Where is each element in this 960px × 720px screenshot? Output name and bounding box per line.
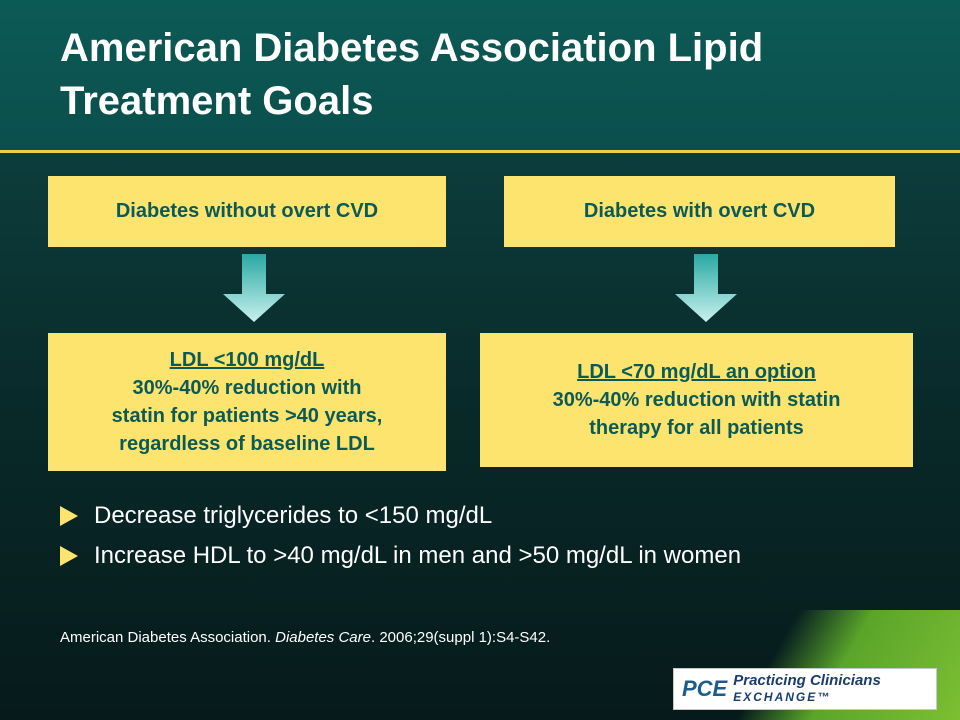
- down-arrow-icon: [223, 254, 285, 322]
- pce-logo-line2: EXCHANGE™: [733, 690, 832, 704]
- header-label-with-cvd: Diabetes with overt CVD: [583, 200, 816, 222]
- goal-line: regardless of baseline LDL: [119, 433, 375, 455]
- triangle-bullet-icon: [60, 546, 78, 566]
- bullet-text: Increase HDL to >40 mg/dL in men and >50…: [94, 542, 742, 569]
- triangle-bullet-icon: [60, 506, 78, 526]
- goal-line: 30%-40% reduction with: [132, 377, 362, 399]
- citation-details: . 2006;29(suppl 1):S4-S42.: [371, 629, 551, 646]
- pce-logo-text: Practicing Clinicians EXCHANGE™: [733, 673, 881, 705]
- title-divider: [0, 150, 960, 153]
- down-arrow-icon: [675, 254, 737, 322]
- goal-line: therapy for all patients: [589, 417, 804, 439]
- goal-box-with-cvd: LDL <70 mg/dL an option 30%-40% reductio…: [480, 333, 913, 467]
- header-box-no-cvd: Diabetes without overt CVD: [48, 176, 446, 247]
- pce-logo-mark: PCE: [682, 676, 728, 701]
- title-band: American Diabetes Association Lipid Trea…: [0, 0, 960, 150]
- goal-heading-with-cvd: LDL <70 mg/dL an option: [577, 361, 816, 383]
- goal-line: 30%-40% reduction with statin: [552, 389, 841, 411]
- header-label-no-cvd: Diabetes without overt CVD: [115, 200, 379, 222]
- slide-title: American Diabetes Association Lipid Trea…: [60, 26, 764, 123]
- citation-journal: Diabetes Care: [275, 629, 371, 646]
- bullet-text: Decrease triglycerides to <150 mg/dL: [94, 502, 493, 529]
- bullet-item: Decrease triglycerides to <150 mg/dL: [56, 496, 741, 536]
- citation: American Diabetes Association. Diabetes …: [60, 629, 550, 646]
- goal-heading-no-cvd: LDL <100 mg/dL: [169, 349, 325, 371]
- bullet-list: Decrease triglycerides to <150 mg/dL Inc…: [56, 496, 741, 576]
- goal-line: statin for patients >40 years,: [111, 405, 383, 427]
- pce-logo: PCE Practicing Clinicians EXCHANGE™: [673, 668, 937, 710]
- citation-authors: American Diabetes Association.: [60, 629, 276, 646]
- pce-logo-line1: Practicing Clinicians: [733, 672, 881, 689]
- header-box-with-cvd: Diabetes with overt CVD: [504, 176, 895, 247]
- bullet-item: Increase HDL to >40 mg/dL in men and >50…: [56, 536, 741, 576]
- goal-box-no-cvd: LDL <100 mg/dL 30%-40% reduction with st…: [48, 333, 446, 471]
